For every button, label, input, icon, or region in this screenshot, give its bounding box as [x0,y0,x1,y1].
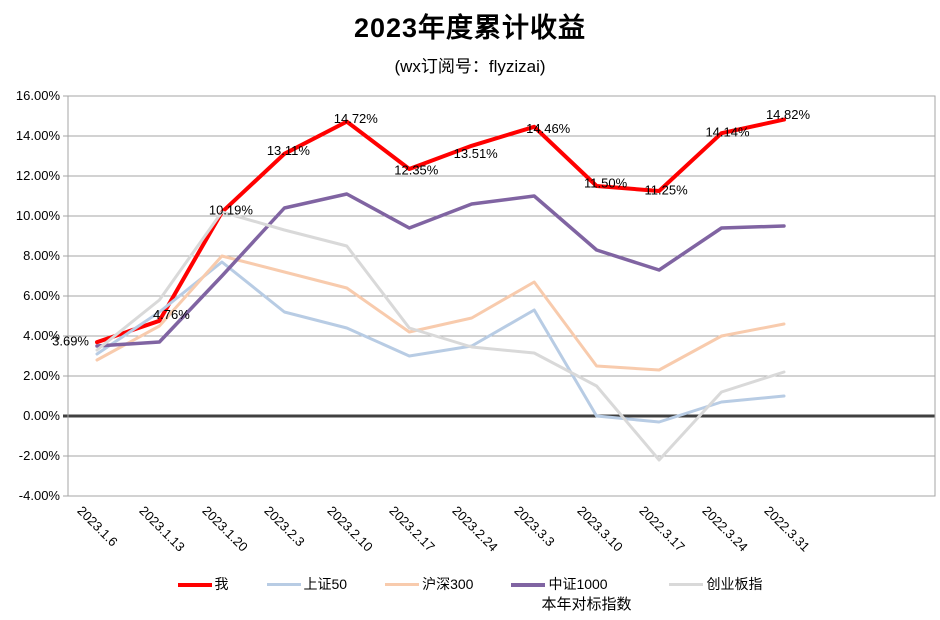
legend-item-中证1000: 中证1000 本年对标指数 [511,576,631,614]
y-tick-label: 14.00% [15,128,60,143]
legend-label: 上证50 [303,576,348,592]
legend-line-swatch [177,582,212,587]
chart-subtitle: (wx订阅号：flyzizai) [394,57,546,76]
legend-label: 中证1000 [548,576,608,592]
legend-line-swatch [511,582,546,587]
series-line-中证1000 [95,192,786,348]
y-tick-label: 12.00% [15,168,60,183]
data-label-我-4: 14.72% [334,111,379,126]
y-tick-label: 0.00% [23,408,60,423]
series-line-我 [95,117,786,345]
data-label-我-10: 14.14% [705,125,750,140]
chart-title: 2023年度累计收益 [353,13,587,43]
legend: 我 上证50 沪深300 中证1000 本年对标指数 创业板指 [0,576,940,614]
legend-item-沪深300: 沪深300 [385,576,473,593]
data-label-我-6: 13.51% [454,146,499,161]
y-tick-label: 16.00% [15,88,60,103]
legend-item-上证50: 上证50 [266,576,348,593]
legend-item-创业板指: 创业板指 [669,576,762,593]
data-label-我-9: 11.25% [645,182,689,197]
legend-item-我: 我 [177,576,229,593]
data-label-我-11: 14.82% [766,107,811,122]
data-label-我-8: 11.50% [584,175,628,190]
y-tick-label: 8.00% [23,248,60,263]
legend-label: 创业板指 [706,576,763,592]
y-tick-label: -2.00% [18,448,60,463]
legend-label: 我 [214,576,229,592]
legend-line-swatch [266,583,301,586]
data-label-我-3: 13.11% [267,143,311,158]
legend-line-swatch [669,583,704,586]
y-tick-label: 2.00% [23,368,60,383]
plot-border [67,95,936,497]
series-line-沪深300 [95,254,786,372]
legend-line-swatch [385,583,420,586]
data-label-我-2: 10.19% [209,203,254,218]
series-line-创业板指 [95,210,786,462]
data-label-我-5: 12.35% [394,162,439,177]
data-label-我-1: 4.76% [153,307,190,322]
data-label-我-7: 14.46% [526,121,571,136]
y-tick-label: 6.00% [23,288,60,303]
y-tick-label: 10.00% [15,208,60,223]
series-line-上证50 [95,260,786,424]
data-label-我-0: 3.69% [52,334,89,349]
y-tick-label: 4.00% [23,328,60,343]
y-tick-label: -4.00% [18,488,60,503]
legend-note: 本年对标指数 [541,596,632,613]
legend-label: 沪深300 [422,576,474,592]
